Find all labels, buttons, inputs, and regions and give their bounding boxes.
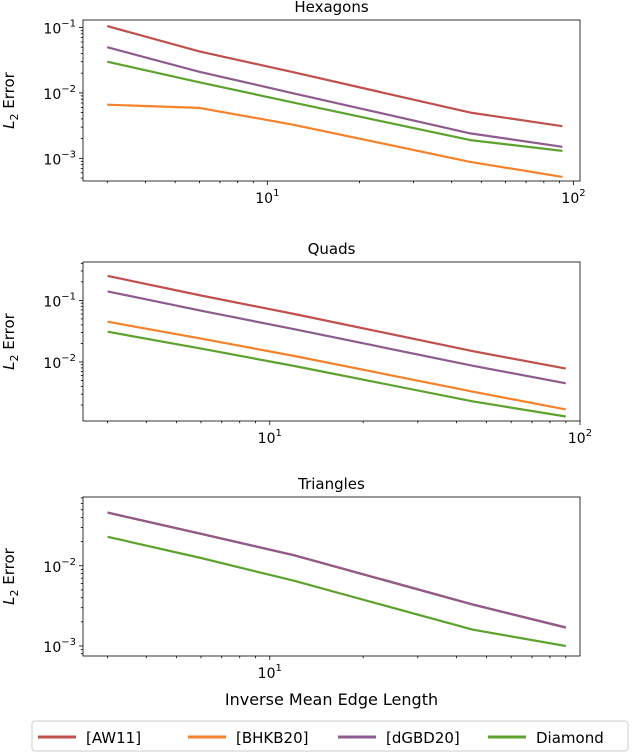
chart-title: Hexagons [294,0,369,16]
legend-label: Diamond [536,729,604,747]
plot-frame [82,496,581,657]
y-tick-label: 10−3 [43,637,76,656]
series-line-dgbd20 [107,290,567,385]
legend-item: Diamond [488,729,604,747]
y-tick-label: 10−2 [43,84,76,103]
legend-label: [AW11] [86,729,141,747]
series-line-bhkb20 [107,103,563,178]
chart-title: Quads [308,240,356,258]
series-line-diamond [107,330,566,418]
y-axis-label: L2 Error [0,312,21,370]
x-tick-label: 101 [258,663,282,682]
y-tick-label: 10−2 [43,557,76,576]
legend: [AW11] [BHKB20] [dGBD20] Diamond [31,720,629,752]
y-tick-label: 10−3 [43,149,76,168]
series-line-diamond [107,535,566,648]
legend-item: [BHKB20] [188,729,309,747]
x-axis-label: Inverse Mean Edge Length [225,690,438,709]
legend-label: [dGBD20] [386,729,460,747]
series-line-aw11 [107,274,567,370]
series-line-dgbd20 [106,46,563,148]
y-tick-label: 10−1 [43,18,76,37]
legend-item: [dGBD20] [338,729,460,747]
series-line-diamond [106,60,563,152]
panel-hexagons: Hexagons L2 Error 101 102 10−1 10−2 10−3 [0,0,586,207]
x-tick-label: 102 [561,188,585,207]
y-axis-label: L2 Error [0,547,21,605]
plot-frame [82,261,581,422]
y-tick-label: 10−1 [43,291,76,310]
x-tick-label: 102 [568,428,592,447]
legend-item: [AW11] [38,729,141,747]
series-line-aw11 [106,25,563,128]
chart-title: Triangles [297,475,365,493]
y-axis-label: L2 Error [0,71,21,129]
x-tick-label: 101 [255,188,279,207]
series-line-dgbd20 [107,511,567,629]
panel-quads: Quads L2 Error 101 102 10−1 10−2 [0,240,592,447]
series-line-bhkb20 [107,320,567,411]
legend-label: [BHKB20] [236,729,309,747]
plot-frame [82,19,581,182]
panel-triangles: Triangles L2 Error 101 10−2 10−3 Inverse Mean… [0,475,581,709]
y-tick-label: 10−2 [43,353,76,372]
legend-box [31,720,629,752]
x-tick-label: 101 [258,428,282,447]
